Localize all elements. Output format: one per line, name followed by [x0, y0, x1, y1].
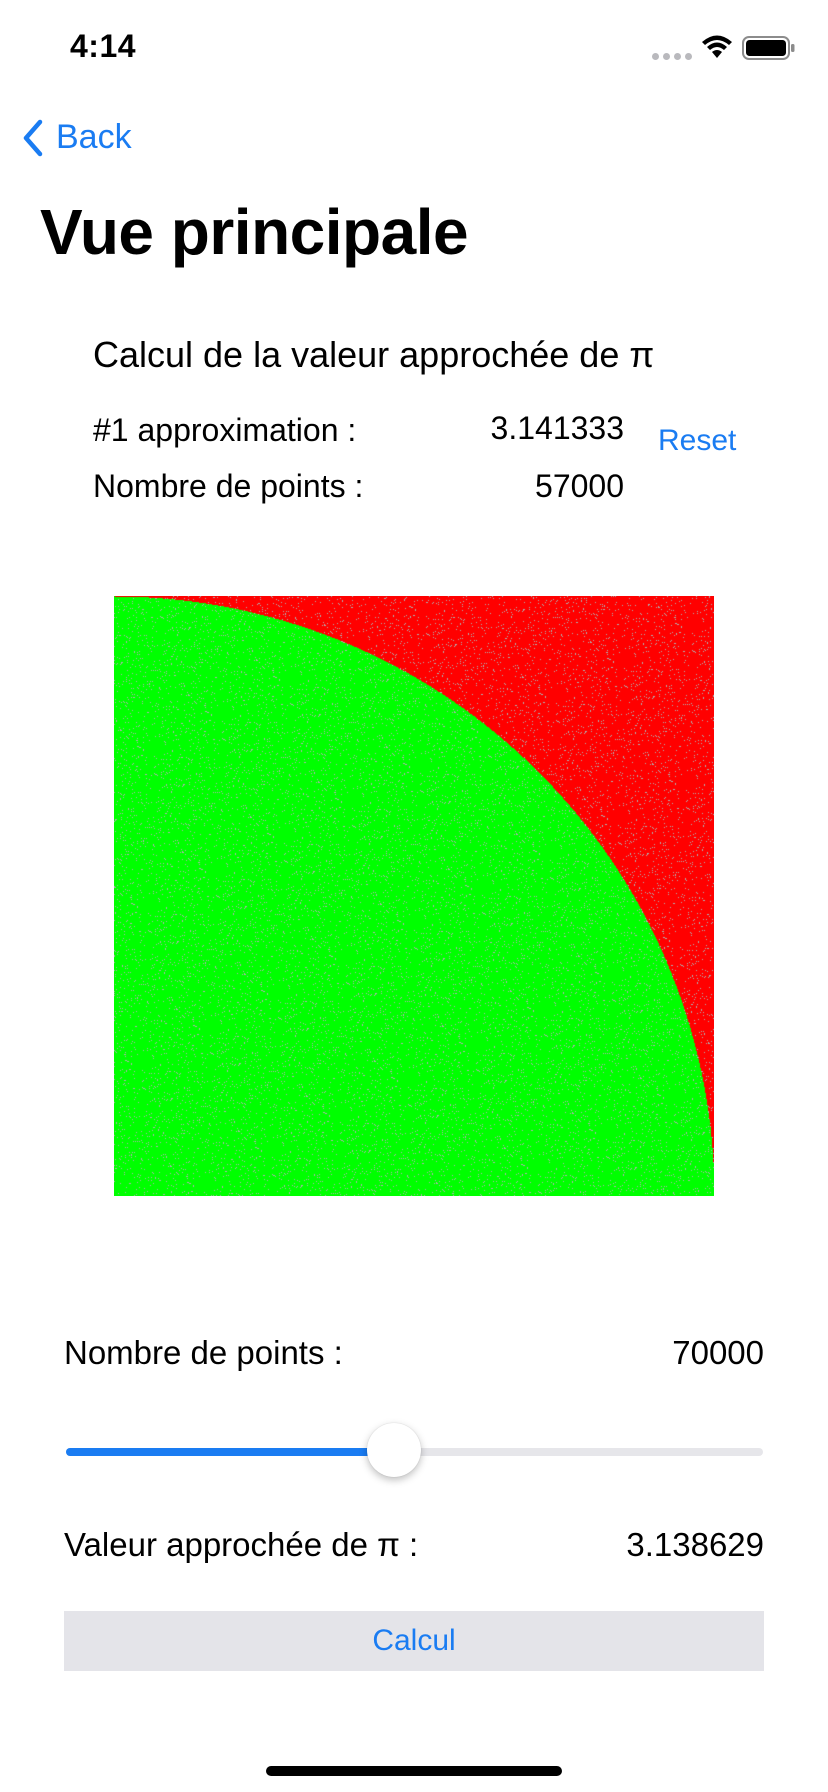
points-count-label: Nombre de points : — [93, 468, 364, 504]
monte-carlo-plot — [114, 596, 714, 1196]
points-count-value: 57000 — [535, 468, 624, 504]
home-indicator — [266, 1766, 562, 1776]
page-title: Vue principale — [40, 196, 469, 268]
approximation-value: 3.141333 — [490, 410, 624, 446]
calcul-button-label: Calcul — [372, 1624, 456, 1657]
section-title: Calcul de la valeur approchée de π — [93, 334, 655, 375]
status-time: 4:14 — [70, 28, 137, 64]
pi-result-label: Valeur approchée de π : — [64, 1526, 419, 1563]
approximation-label: #1 approximation : — [93, 412, 357, 448]
back-chevron-icon — [23, 119, 43, 156]
pi-result-value: 3.138629 — [626, 1526, 764, 1563]
battery-icon — [742, 36, 796, 65]
wifi-icon — [700, 34, 734, 65]
cellular-icon — [652, 53, 692, 60]
reset-button[interactable]: Reset — [658, 424, 737, 457]
points-slider-label: Nombre de points : — [64, 1334, 343, 1371]
points-slider-thumb[interactable] — [366, 1423, 421, 1477]
points-slider-value: 70000 — [672, 1334, 764, 1371]
back-label: Back — [56, 118, 132, 156]
back-button[interactable]: Back — [22, 118, 132, 157]
points-slider-fill — [66, 1448, 394, 1456]
calcul-button[interactable]: Calcul — [64, 1611, 764, 1671]
